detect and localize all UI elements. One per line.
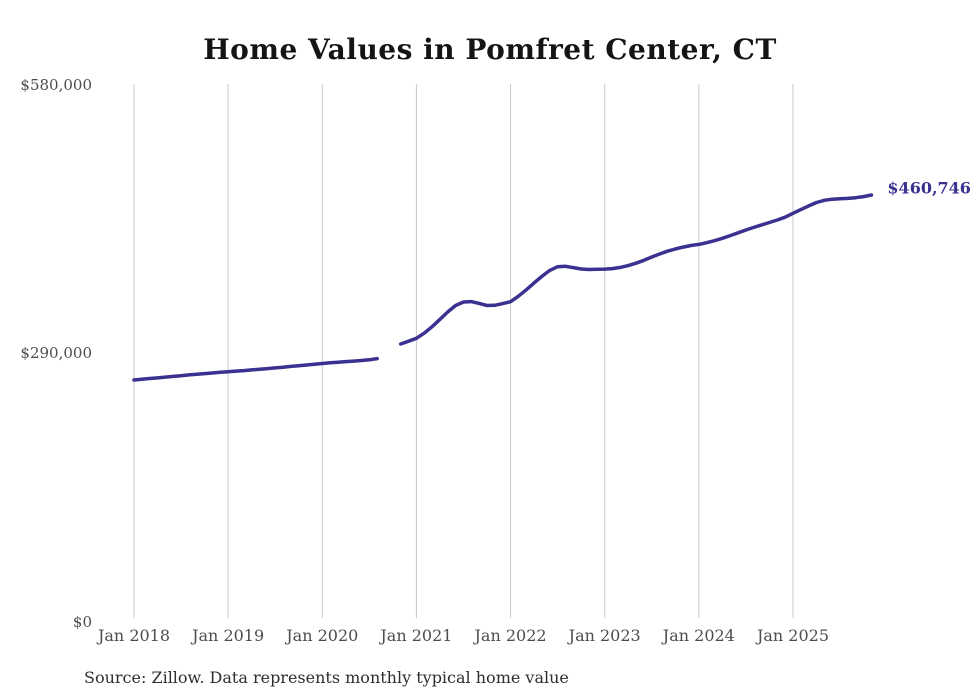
end-value-label: $460,746 xyxy=(887,178,971,198)
x-axis-tick-label: Jan 2025 xyxy=(756,626,829,645)
x-axis-tick-label: Jan 2018 xyxy=(97,626,171,645)
y-axis-tick-label: $290,000 xyxy=(20,343,92,362)
x-axis-tick-label: Jan 2020 xyxy=(286,626,359,645)
home-value-line-series xyxy=(132,193,874,382)
x-axis-tick-label: Jan 2022 xyxy=(474,626,547,645)
x-axis-tick-label: Jan 2021 xyxy=(380,626,453,645)
y-axis-tick-label: $580,000 xyxy=(20,76,92,94)
chart-title: Home Values in Pomfret Center, CT xyxy=(203,33,777,66)
x-axis-tick-label: Jan 2024 xyxy=(662,626,735,645)
vertical-gridlines xyxy=(133,84,794,618)
source-note: Source: Zillow. Data represents monthly … xyxy=(84,668,569,687)
x-axis-tick-label: Jan 2019 xyxy=(192,626,265,645)
x-axis-tick-label: Jan 2023 xyxy=(568,626,641,645)
y-axis-tick-label: $0 xyxy=(72,613,92,631)
